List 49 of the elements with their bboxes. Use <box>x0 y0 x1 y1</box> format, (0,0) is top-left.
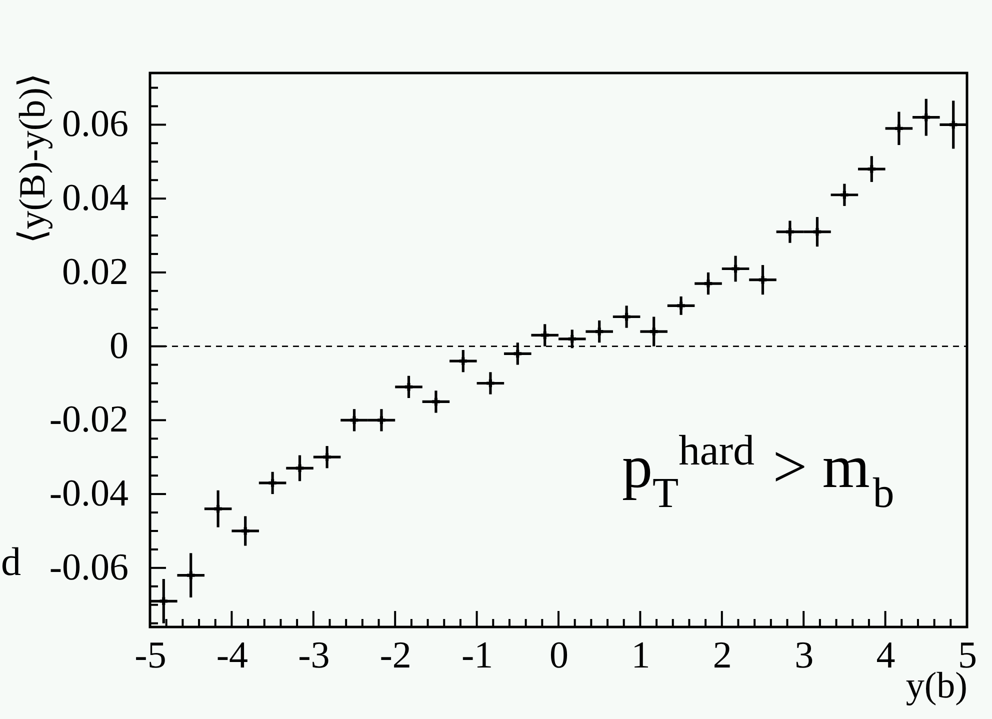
y-tick-label: -0.02 <box>49 398 128 441</box>
point <box>378 416 386 424</box>
point <box>595 328 604 336</box>
point <box>895 124 903 132</box>
y-tick-label: -0.06 <box>49 546 128 588</box>
point <box>540 331 549 340</box>
x-tick-label: 3 <box>794 634 814 676</box>
point <box>514 350 522 358</box>
x-tick-label: 2 <box>712 634 732 676</box>
point <box>568 335 576 343</box>
x-tick-label: 4 <box>876 634 896 676</box>
point <box>323 453 331 461</box>
x-tick-label: -3 <box>298 634 330 676</box>
point <box>813 228 822 236</box>
point <box>268 479 276 487</box>
point <box>786 228 794 236</box>
point <box>650 328 658 336</box>
point <box>732 264 740 273</box>
point <box>949 120 958 129</box>
y-tick-label: 0.02 <box>62 250 128 293</box>
point <box>432 398 440 406</box>
y-tick-label: 0 <box>110 324 128 367</box>
point <box>758 276 767 284</box>
point <box>704 280 712 288</box>
point <box>459 357 468 365</box>
point <box>214 504 222 513</box>
x-tick-label: -5 <box>134 634 166 676</box>
x-tick-label: -2 <box>380 634 412 676</box>
y-axis-title: ⟨y(B)-y(b)⟩ <box>12 74 54 244</box>
y-tick-label: -0.04 <box>49 472 128 515</box>
point <box>241 527 250 535</box>
x-tick-label: -4 <box>216 634 248 676</box>
point <box>486 379 494 388</box>
x-tick-label: 1 <box>631 634 650 676</box>
point <box>922 113 930 122</box>
x-tick-label: -1 <box>461 634 494 676</box>
point <box>868 165 876 173</box>
point <box>186 571 195 580</box>
point <box>677 302 685 310</box>
text: d <box>1 539 21 584</box>
point <box>350 416 358 424</box>
x-tick-label: 0 <box>550 634 568 676</box>
y-tick-label: 0.06 <box>62 103 128 146</box>
point <box>404 383 413 391</box>
point <box>622 312 630 321</box>
y-tick-label: 0.04 <box>62 177 128 220</box>
point <box>840 191 848 199</box>
point <box>296 464 304 472</box>
point <box>160 597 168 606</box>
